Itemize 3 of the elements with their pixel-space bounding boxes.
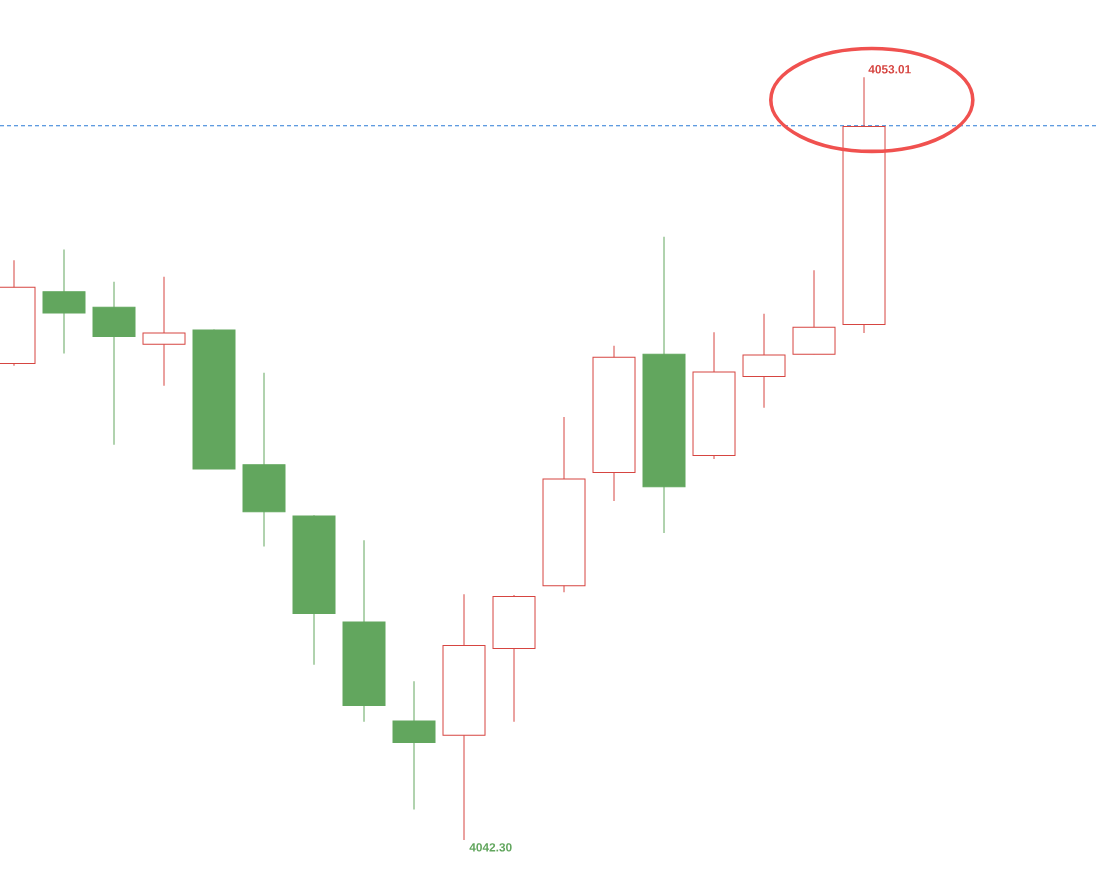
candlestick [142,276,186,387]
text: 4053.01 [868,65,911,74]
text: 4042.30 [469,843,512,852]
